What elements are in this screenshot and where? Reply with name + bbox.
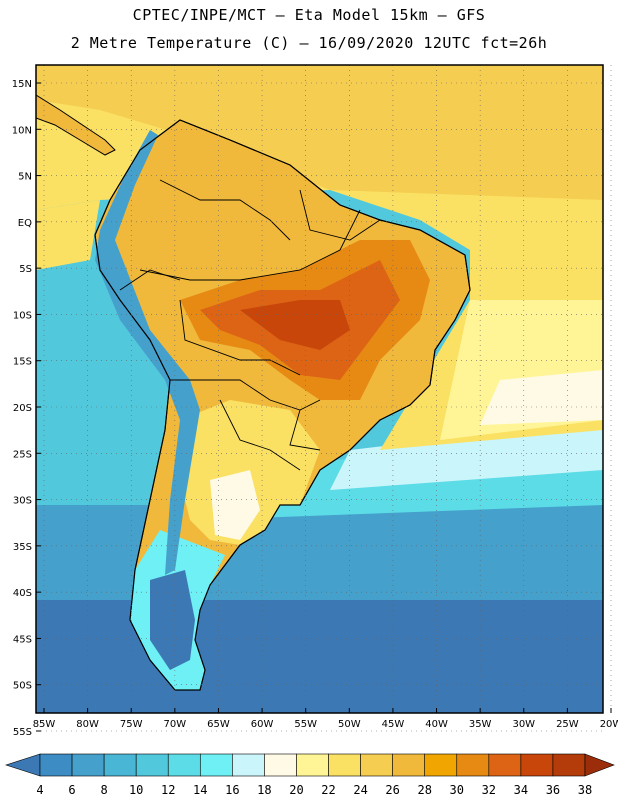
lon-label: 70W [164, 719, 187, 730]
lon-label: 80W [76, 719, 99, 730]
colorbar-label: 8 [100, 783, 108, 797]
lon-label: 45W [382, 719, 405, 730]
colorbar-cell [71, 753, 105, 777]
colorbar-label: 10 [128, 783, 144, 797]
lat-label: 5N [18, 172, 32, 183]
hottest-zone [240, 300, 350, 350]
colorbar-cell [167, 753, 201, 777]
pacific-warm-area [36, 200, 100, 270]
lon-label: 20W [600, 719, 618, 730]
coastline [94, 119, 471, 691]
colorbar-label: 22 [321, 783, 336, 797]
lon-label: 75W [120, 719, 143, 730]
latitude-labels: 15N 10N 5N EQ 5S 10S 15S 20S 25S 30S 35S 40S 45S 50S 5… [12, 79, 32, 738]
lat-label: 45S [13, 634, 32, 645]
lon-label: 55W [294, 719, 317, 730]
temperature-colorbar [5, 753, 615, 777]
lon-label: 85W [33, 719, 56, 730]
lat-label: 15N [12, 79, 32, 90]
colorbar-label: 38 [577, 783, 593, 797]
ocean-pale-area [480, 370, 603, 425]
colorbar-label: 28 [417, 783, 432, 797]
colorbar-label: 34 [513, 783, 529, 797]
colorbar-cell [360, 753, 393, 777]
lat-label: 10S [13, 310, 32, 321]
colorbar-cell [232, 753, 265, 777]
colorbar-cell [199, 753, 233, 777]
ocean-light-band [330, 420, 603, 490]
lon-label: 50W [338, 719, 361, 730]
colorbar-label: 18 [257, 783, 272, 797]
colorbar-cell [520, 753, 554, 777]
lat-label: 50S [13, 681, 32, 692]
lat-label: 35S [13, 542, 32, 553]
ocean-hot-area [36, 65, 603, 200]
colorbar-label: 30 [449, 783, 464, 797]
colorbar-label: 6 [68, 783, 76, 797]
central-america-landmass [36, 94, 116, 156]
colorbar-cell [392, 753, 426, 777]
patagonia-cold-zone [150, 570, 195, 670]
lat-label: 55S [13, 727, 32, 738]
colorbar-label: 14 [193, 783, 208, 797]
colorbar-arrow-low [5, 753, 41, 777]
colorbar-label: 12 [161, 783, 176, 797]
title-line-1: CPTEC/INPE/MCT – Eta Model 15km – GFS [132, 6, 486, 24]
title-line-2: 2 Metre Temperature (C) – 16/09/2020 12U… [70, 34, 548, 52]
country-borders [119, 179, 381, 471]
lat-label: 5S [19, 264, 32, 275]
lon-label: 35W [469, 719, 492, 730]
colorbar-label: 32 [481, 783, 497, 797]
colorbar-cell [424, 753, 458, 777]
lon-label: 30W [512, 719, 535, 730]
colorbar-cell [103, 753, 137, 777]
andes-cold-ridge [95, 130, 200, 575]
pampas-pale-zone [210, 470, 260, 540]
longitude-labels: 85W 80W 75W 70W 65W 60W 55W 50W 45W 40W 35W 30W 25W 2… [33, 719, 618, 730]
lat-label: 20S [13, 403, 32, 414]
lon-label: 60W [251, 719, 274, 730]
colorbar-label: 16 [225, 783, 240, 797]
ocean-cold-band [36, 600, 603, 713]
colorbar-cell [39, 753, 73, 777]
lat-label: 40S [13, 588, 32, 599]
temperature-map: 15N 10N 5N EQ 5S 10S 15S 20S 25S 30S 35S 40S 45S 50S 5… [12, 64, 618, 738]
lat-label: 25S [13, 449, 32, 460]
lat-label: 30S [13, 496, 32, 507]
colorbar-label: 36 [545, 783, 561, 797]
colorbar-cell [296, 753, 329, 777]
colorbar-arrow-high [584, 753, 615, 777]
lat-label: EQ [18, 218, 32, 229]
colorbar-cell [328, 753, 361, 777]
colorbar-cell [456, 753, 490, 777]
lon-label: 25W [556, 719, 579, 730]
lon-label: 65W [207, 719, 230, 730]
colorbar-cell [488, 753, 522, 777]
lat-lon-grid [36, 65, 612, 732]
colorbar-label: 20 [289, 783, 304, 797]
lon-label: 40W [425, 719, 448, 730]
colorbar-label: 24 [353, 783, 368, 797]
colorbar-cell [264, 753, 297, 777]
colorbar-label: 4 [36, 783, 44, 797]
lat-label: 15S [13, 357, 32, 368]
map-frame [35, 64, 604, 714]
lat-label: 10N [12, 125, 32, 136]
colorbar-label: 26 [385, 783, 400, 797]
colorbar-cell [552, 753, 586, 777]
colorbar-cell [135, 753, 169, 777]
